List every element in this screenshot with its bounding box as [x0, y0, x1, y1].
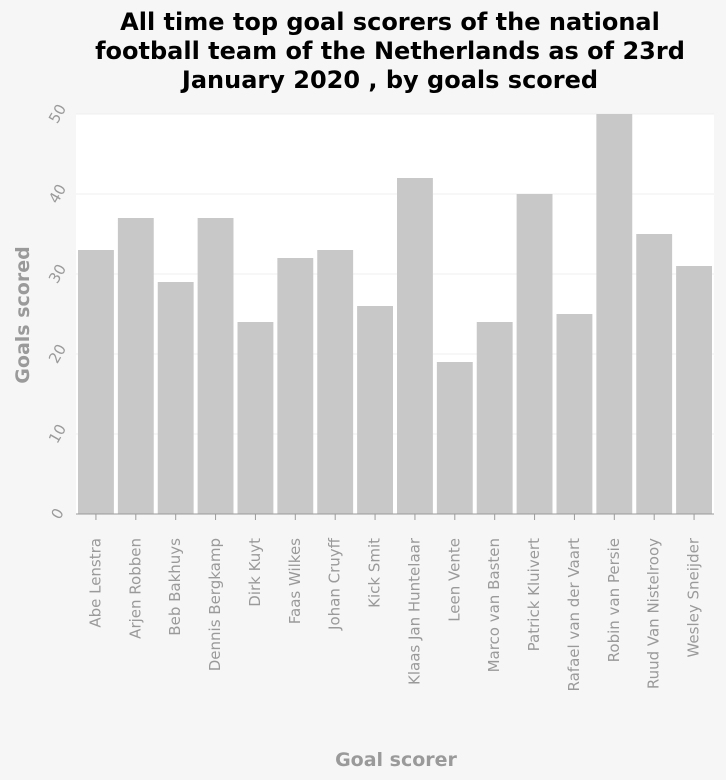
- x-tick-label: Marco van Basten: [485, 538, 503, 672]
- bar: [357, 306, 394, 514]
- bar: [516, 194, 553, 514]
- bar: [277, 258, 314, 514]
- x-tick-label: Johan Cruyff: [326, 537, 344, 631]
- x-tick-label: Dennis Bergkamp: [206, 538, 224, 671]
- bar: [237, 322, 274, 514]
- x-tick-label: Arjen Robben: [126, 538, 144, 639]
- bar: [556, 314, 593, 514]
- y-axis-ticks: 0 10 20 30 40 50: [45, 101, 70, 522]
- bar: [676, 266, 713, 514]
- bar: [117, 218, 154, 514]
- y-tick-label: 40: [45, 181, 70, 207]
- y-tick-label: 0: [47, 505, 67, 522]
- x-tick-label: Kick Smit: [366, 538, 384, 608]
- x-tick-label: Klaas Jan Huntelaar: [405, 537, 423, 685]
- bar: [197, 218, 234, 514]
- x-axis-ticks: Abe Lenstra Arjen Robben Beb Bakhuys Dennis…: [86, 514, 703, 692]
- chart-title-line-3: January 2020 , by goals scored: [180, 66, 598, 94]
- bar: [157, 282, 194, 514]
- x-tick-label: Leen Vente: [445, 538, 463, 622]
- bar: [436, 362, 473, 514]
- bar: [396, 178, 433, 514]
- y-tick-label: 10: [45, 421, 70, 447]
- x-tick-label: Dirk Kuyt: [246, 538, 264, 607]
- chart-title: All time top goal scorers of the nationa…: [95, 8, 685, 94]
- chart-title-line-1: All time top goal scorers of the nationa…: [120, 8, 660, 36]
- x-tick-label: Rafael van der Vaart: [565, 538, 583, 692]
- bar: [77, 250, 114, 514]
- y-axis-label: Goals scored: [12, 246, 34, 383]
- bar: [636, 234, 673, 514]
- x-tick-label: Abe Lenstra: [86, 538, 104, 628]
- x-tick-label: Ruud Van Nistelrooy: [645, 538, 663, 689]
- bar: [317, 250, 354, 514]
- chart-title-line-2: football team of the Netherlands as of 2…: [95, 37, 685, 65]
- y-tick-label: 30: [45, 261, 70, 287]
- x-tick-label: Wesley Sneijder: [685, 537, 703, 657]
- x-tick-label: Robin van Persie: [605, 538, 623, 662]
- bar: [476, 322, 513, 514]
- y-tick-label: 20: [45, 341, 70, 367]
- x-tick-label: Patrick Kluivert: [525, 538, 543, 651]
- x-tick-label: Beb Bakhuys: [166, 538, 184, 636]
- x-tick-label: Faas Wilkes: [286, 538, 304, 624]
- bars: [77, 114, 713, 514]
- bar: [596, 114, 633, 514]
- x-axis-label: Goal scorer: [335, 749, 457, 771]
- y-tick-label: 50: [45, 101, 70, 127]
